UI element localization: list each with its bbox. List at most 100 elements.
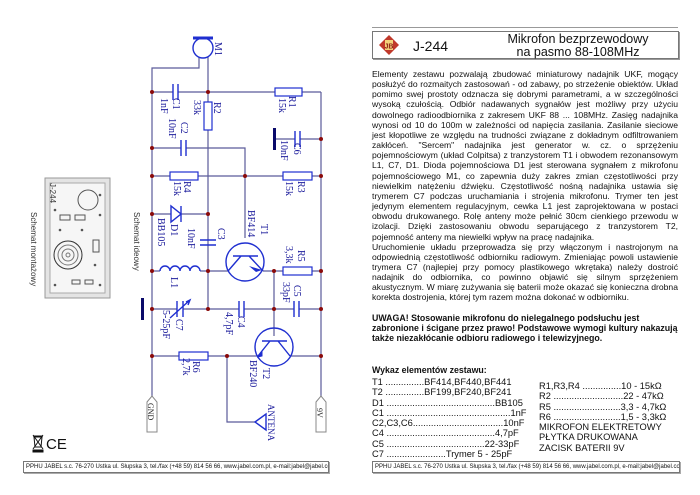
parts-list-right: R1,R3,R4 ...............10 - 15kΩ R2 ...… — [539, 381, 666, 453]
label-c1: C1 — [170, 98, 181, 110]
parts-item: R2 ...........................22 - 47kΩ — [539, 391, 664, 402]
label-c4: C4 — [235, 316, 246, 328]
label-c6: C6 — [291, 143, 302, 155]
capacitor-c6 — [294, 131, 301, 147]
description-paragraph-1: Elementy zestawu pozwalają zbudować mini… — [372, 69, 678, 242]
parts-list-left: T1 ...............BF414,BF440,BF441 T2 .… — [372, 377, 526, 459]
label-d1: D1 — [168, 224, 179, 236]
capacitor-c5 — [293, 301, 300, 317]
resistor-r2 — [203, 101, 213, 131]
capacitor-c2 — [180, 140, 187, 156]
value-r4: 15k — [171, 181, 182, 196]
parts-item: T2 ...............BF199,BF240,BF241 — [372, 387, 512, 398]
label-c5: C5 — [291, 285, 302, 297]
value-t2: BF240 — [247, 360, 258, 387]
schematic-diagram: J-244 Schemat montażowy Schemat ideowy — [29, 36, 327, 453]
footer-left: PPHU JABEL s.c. 76-270 Ustka ul. Słupska… — [23, 461, 329, 473]
value-c6: 10nF — [278, 140, 289, 161]
capacitor-c1 — [172, 84, 179, 100]
label-c2: C2 — [178, 122, 189, 134]
parts-item: C2,C3,C6................................… — [372, 418, 525, 429]
value-t1: BF414 — [245, 210, 256, 237]
header-box: JB J-244 Mikrofon bezprzewodowy na pasmo… — [372, 31, 679, 59]
value-r3: 15k — [283, 181, 294, 196]
weee-bin-icon — [32, 434, 44, 453]
value-d1: BB105 — [155, 218, 166, 246]
inductor-l1 — [159, 265, 201, 272]
parts-item: PŁYTKA DRUKOWANA — [539, 432, 638, 443]
ground-bar-c6 — [273, 128, 276, 150]
value-c3: 10nF — [185, 228, 196, 249]
resistor-r5 — [282, 266, 313, 276]
resistor-r6 — [178, 351, 209, 361]
transistor-t2 — [254, 327, 294, 367]
parts-item: R1,R3,R4 ...............10 - 15kΩ — [539, 381, 662, 391]
ce-mark: CE — [46, 436, 67, 453]
label-c3: C3 — [215, 228, 226, 240]
ground-bar-main — [141, 298, 144, 320]
value-r1: 15k — [276, 98, 287, 113]
microphone-m1 — [192, 36, 214, 59]
value-r2: 33k — [191, 100, 202, 115]
assembly-caption: Schemat montażowy — [29, 212, 38, 286]
parts-item: C5 .....................................… — [372, 438, 520, 449]
capacitor-c4 — [238, 301, 245, 317]
label-gnd: GND — [146, 403, 155, 421]
assembly-diagram: J-244 — [44, 177, 111, 299]
value-c4: 4,7pF — [223, 312, 234, 336]
9v-terminal — [315, 395, 327, 433]
parts-heading: Wykaz elementów zestawu: — [372, 365, 487, 375]
parts-item: R5 ..........................3,3 - 4,7kΩ — [539, 401, 667, 412]
label-r5: R5 — [295, 250, 306, 262]
resistor-r1 — [274, 87, 303, 97]
parts-item: C7 .......................Trymer 5 - 25p… — [372, 449, 513, 460]
parts-item: MIKROFON ELEKTRETOWY — [539, 422, 662, 433]
warning-text: UWAGA! Stosowanie mikrofonu do nielegaln… — [372, 312, 678, 343]
value-c5: 33pF — [280, 282, 291, 303]
resistor-r4 — [169, 171, 199, 181]
parts-item: D1 .....................................… — [372, 397, 523, 408]
top-divider — [372, 27, 678, 28]
value-c2: 10nF — [166, 118, 177, 139]
title-line-2: na pasmo 88-108MHz — [516, 45, 640, 59]
parts-item: C1 .....................................… — [372, 407, 527, 418]
value-c7: 5-25pF — [160, 310, 171, 339]
kit-code: J-244 — [413, 38, 449, 54]
svg-text:JB: JB — [385, 44, 394, 51]
label-r4: R4 — [181, 181, 192, 193]
junction-nodes — [150, 90, 323, 358]
label-r2: R2 — [211, 102, 222, 114]
parts-item: T1 ...............BF414,BF440,BF441 — [372, 377, 512, 387]
parts-item: ZACISK BATERII 9V — [539, 442, 625, 453]
label-c7: C7 — [173, 319, 184, 331]
gnd-terminal — [146, 395, 158, 433]
page-title: Mikrofon bezprzewodowy na pasmo 88-108MH… — [483, 33, 673, 59]
capacitor-c7 — [176, 301, 184, 317]
label-t2: T2 — [260, 368, 271, 379]
footer-right: PPHU JABEL s.c. 76-270 Ustka ul. Słupska… — [372, 461, 680, 473]
jabel-logo: JB — [379, 35, 399, 55]
label-m1: M1 — [212, 42, 223, 56]
description: Elementy zestawu pozwalają zbudować mini… — [372, 69, 678, 343]
label-t1: T1 — [258, 224, 269, 235]
label-antenna: ANTENA — [266, 404, 276, 441]
label-r3: R3 — [295, 181, 306, 193]
label-l1: L1 — [168, 277, 179, 288]
assembly-code: J-244 — [48, 183, 57, 204]
parts-item: C4 .....................................… — [372, 428, 519, 439]
label-r6: R6 — [190, 361, 201, 373]
antenna-icon — [253, 412, 267, 432]
value-r5: 3,3k — [283, 246, 294, 264]
diode-d1 — [170, 204, 183, 224]
transistor-t1 — [225, 242, 265, 282]
wires — [151, 57, 322, 423]
parts-item: R6 ..........................1,5 - 3,3kΩ — [539, 411, 667, 422]
resistor-r3 — [282, 171, 313, 181]
value-c1: 1nF — [158, 98, 169, 114]
label-r1: R1 — [286, 96, 297, 108]
description-paragraph-2: Uruchomienie układu przeprowadza się prz… — [372, 241, 678, 303]
label-9v: 9V — [315, 408, 324, 418]
schematic-caption: Schemat ideowy — [132, 212, 141, 271]
trimmer-arrow-icon — [169, 298, 192, 319]
capacitor-c3 — [200, 239, 216, 246]
